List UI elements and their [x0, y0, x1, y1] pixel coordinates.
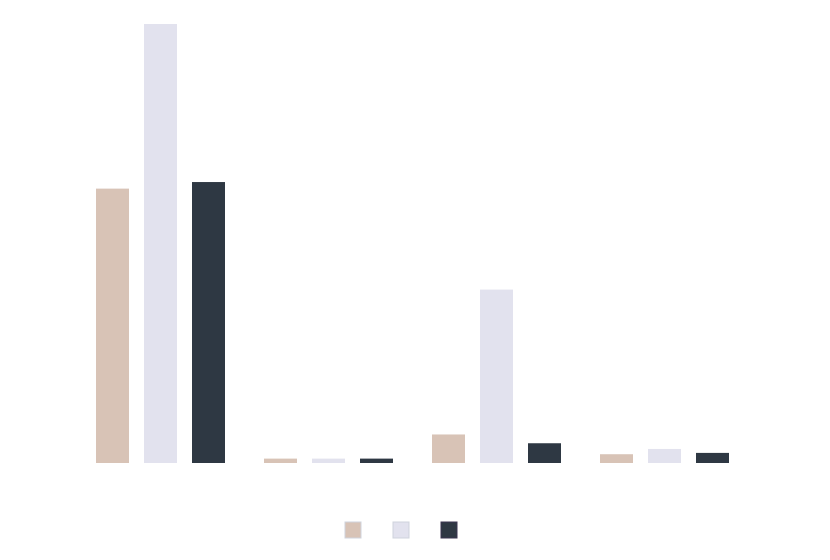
bar-series-2-category-2: [312, 458, 345, 463]
legend-swatch-series-2[interactable]: [392, 521, 410, 539]
legend-swatch-series-1[interactable]: [344, 521, 362, 539]
legend-swatch-series-3[interactable]: [440, 521, 458, 539]
bar-series-2-category-1: [144, 24, 177, 463]
bars-group: [96, 24, 729, 464]
bar-series-3-category-3: [528, 443, 561, 463]
bar-series-3-category-1: [192, 182, 225, 464]
bar-series-3-category-4: [696, 452, 729, 463]
bar-series-1-category-3: [432, 434, 465, 463]
bar-series-2-category-4: [648, 448, 681, 463]
bar-series-1-category-1: [96, 188, 129, 463]
bar-series-1-category-2: [264, 458, 297, 463]
legend: [344, 521, 458, 539]
bar-series-2-category-3: [480, 289, 513, 463]
bar-series-1-category-4: [600, 454, 633, 463]
bar-series-3-category-2: [360, 458, 393, 463]
